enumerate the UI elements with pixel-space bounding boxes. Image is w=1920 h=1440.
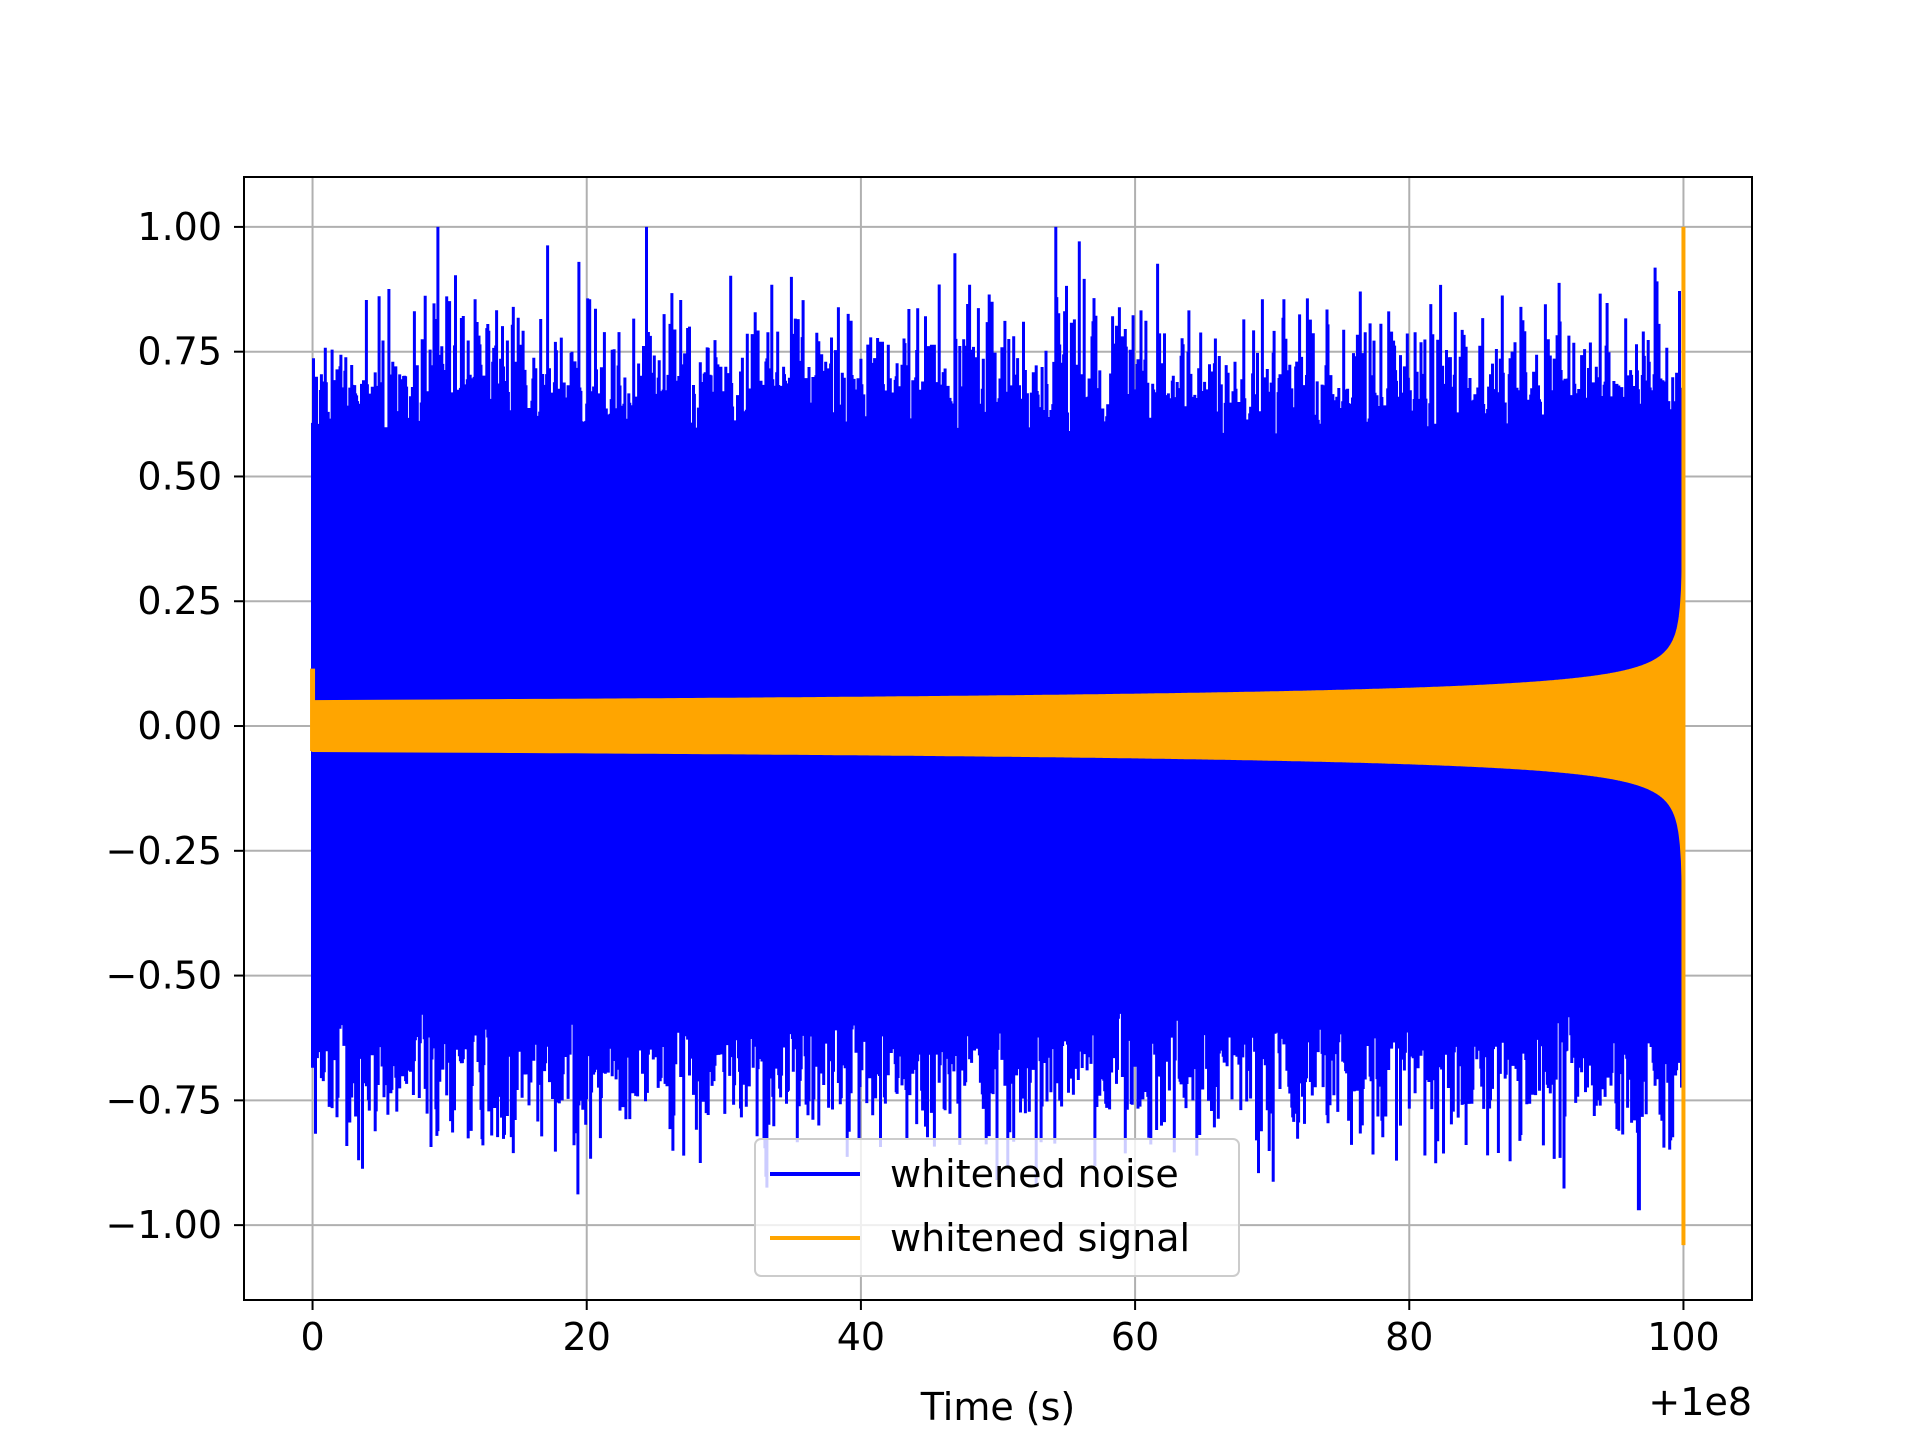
legend-label-signal: whitened signal [890, 1216, 1190, 1260]
x-axis-label: Time (s) [920, 1385, 1076, 1429]
legend-label-noise: whitened noise [890, 1152, 1179, 1196]
series-layer [310, 226, 1686, 1246]
x-axis-ticks: 0 20 40 60 80 100 [300, 1300, 1720, 1359]
y-tick-label: −0.25 [106, 829, 222, 873]
y-tick-label: 0.25 [137, 579, 222, 623]
y-tick-label: −0.50 [106, 954, 222, 998]
x-tick-label: 0 [300, 1315, 324, 1359]
y-axis-ticks: −1.00 −0.75 −0.50 −0.25 0.00 0.25 0.50 0.75 1.00 [106, 205, 244, 1247]
y-tick-label: −0.75 [106, 1078, 222, 1122]
y-tick-label: 1.00 [137, 205, 222, 249]
x-tick-label: 40 [837, 1315, 885, 1359]
x-axis-offset-label: +1e8 [1648, 1380, 1752, 1424]
series-line-whitened-signal [311, 226, 1685, 1246]
plot-frame [243, 176, 1753, 1301]
y-tick-label: 0.00 [137, 704, 222, 748]
x-tick-label: 100 [1647, 1315, 1720, 1359]
x-tick-label: 60 [1111, 1315, 1159, 1359]
legend: whitened noise whitened signal [754, 1138, 1240, 1277]
x-tick-label: 80 [1385, 1315, 1433, 1359]
series-whitened-signal [310, 226, 1686, 1246]
x-tick-label: 20 [563, 1315, 611, 1359]
y-tick-label: −1.00 [106, 1203, 222, 1247]
y-tick-label: 0.50 [137, 454, 222, 498]
legend-box [754, 1138, 1240, 1277]
y-tick-label: 0.75 [137, 330, 222, 374]
